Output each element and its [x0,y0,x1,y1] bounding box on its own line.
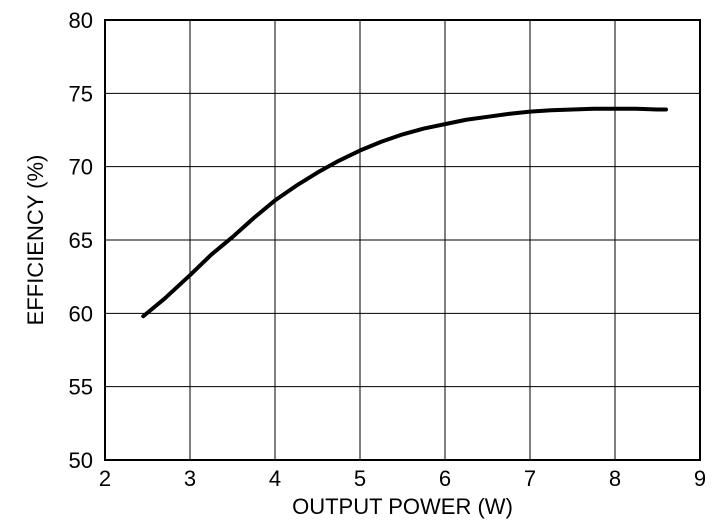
y-tick-label: 80 [69,8,93,33]
y-tick-label: 75 [69,81,93,106]
x-tick-label: 9 [694,466,706,491]
x-tick-label: 6 [439,466,451,491]
efficiency-chart: 2 3 4 5 6 7 8 9 50 55 60 65 70 75 80 OUTPUT POWER (W) EF… [0,0,727,526]
x-tick-label: 8 [609,466,621,491]
x-tick-label: 2 [99,466,111,491]
y-tick-label: 50 [69,448,93,473]
chart-background [0,0,727,526]
x-tick-label: 5 [354,466,366,491]
y-tick-label: 65 [69,228,93,253]
x-tick-label: 3 [184,466,196,491]
x-tick-label: 4 [269,466,281,491]
x-axis-label: OUTPUT POWER (W) [292,494,513,519]
y-axis-label: EFFICIENCY (%) [23,155,48,326]
y-tick-label: 70 [69,155,93,180]
y-tick-label: 60 [69,301,93,326]
y-tick-label: 55 [69,375,93,400]
chart-svg: 2 3 4 5 6 7 8 9 50 55 60 65 70 75 80 OUTPUT POWER (W) EF… [0,0,727,526]
x-tick-label: 7 [524,466,536,491]
